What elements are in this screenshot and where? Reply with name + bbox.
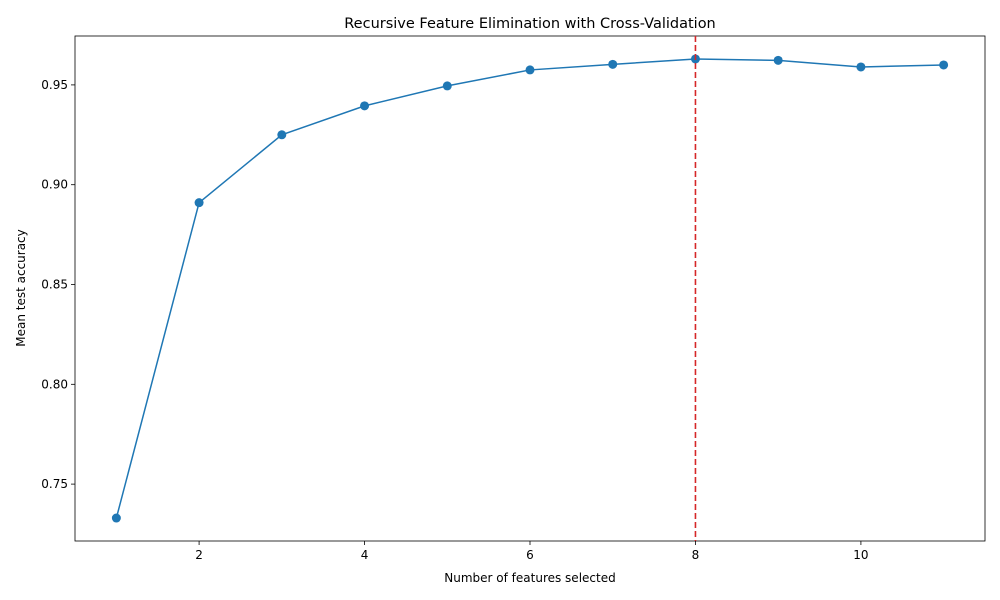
x-tick-label: 10 bbox=[853, 548, 868, 562]
axes-frame bbox=[74, 35, 986, 542]
plot-area bbox=[74, 35, 986, 542]
x-tick-label: 2 bbox=[195, 548, 203, 562]
y-axis-label: Mean test accuracy bbox=[14, 229, 28, 347]
data-point bbox=[939, 60, 949, 70]
x-axis-ticks: 2 4 6 8 10 bbox=[195, 541, 869, 562]
x-tick-label: 4 bbox=[361, 548, 369, 562]
chart-title: Recursive Feature Elimination with Cross… bbox=[344, 16, 716, 32]
data-point bbox=[773, 55, 783, 65]
y-tick-label: 0.90 bbox=[41, 178, 68, 192]
data-point bbox=[277, 130, 287, 140]
series-line bbox=[115, 58, 944, 519]
x-tick-label: 8 bbox=[692, 548, 700, 562]
y-tick-label: 0.75 bbox=[41, 477, 68, 491]
data-point bbox=[608, 59, 618, 69]
data-point bbox=[442, 81, 452, 91]
y-tick-label: 0.95 bbox=[41, 78, 68, 92]
x-axis-label: Number of features selected bbox=[444, 571, 615, 585]
y-axis-ticks: 0.75 0.80 0.85 0.90 0.95 bbox=[41, 78, 75, 491]
data-point bbox=[194, 198, 204, 208]
y-tick-label: 0.80 bbox=[41, 377, 68, 391]
x-tick-label: 6 bbox=[526, 548, 534, 562]
data-point bbox=[111, 513, 121, 523]
data-point bbox=[525, 65, 535, 75]
data-point bbox=[856, 62, 866, 72]
y-tick-label: 0.85 bbox=[41, 278, 68, 292]
data-point bbox=[360, 101, 370, 111]
